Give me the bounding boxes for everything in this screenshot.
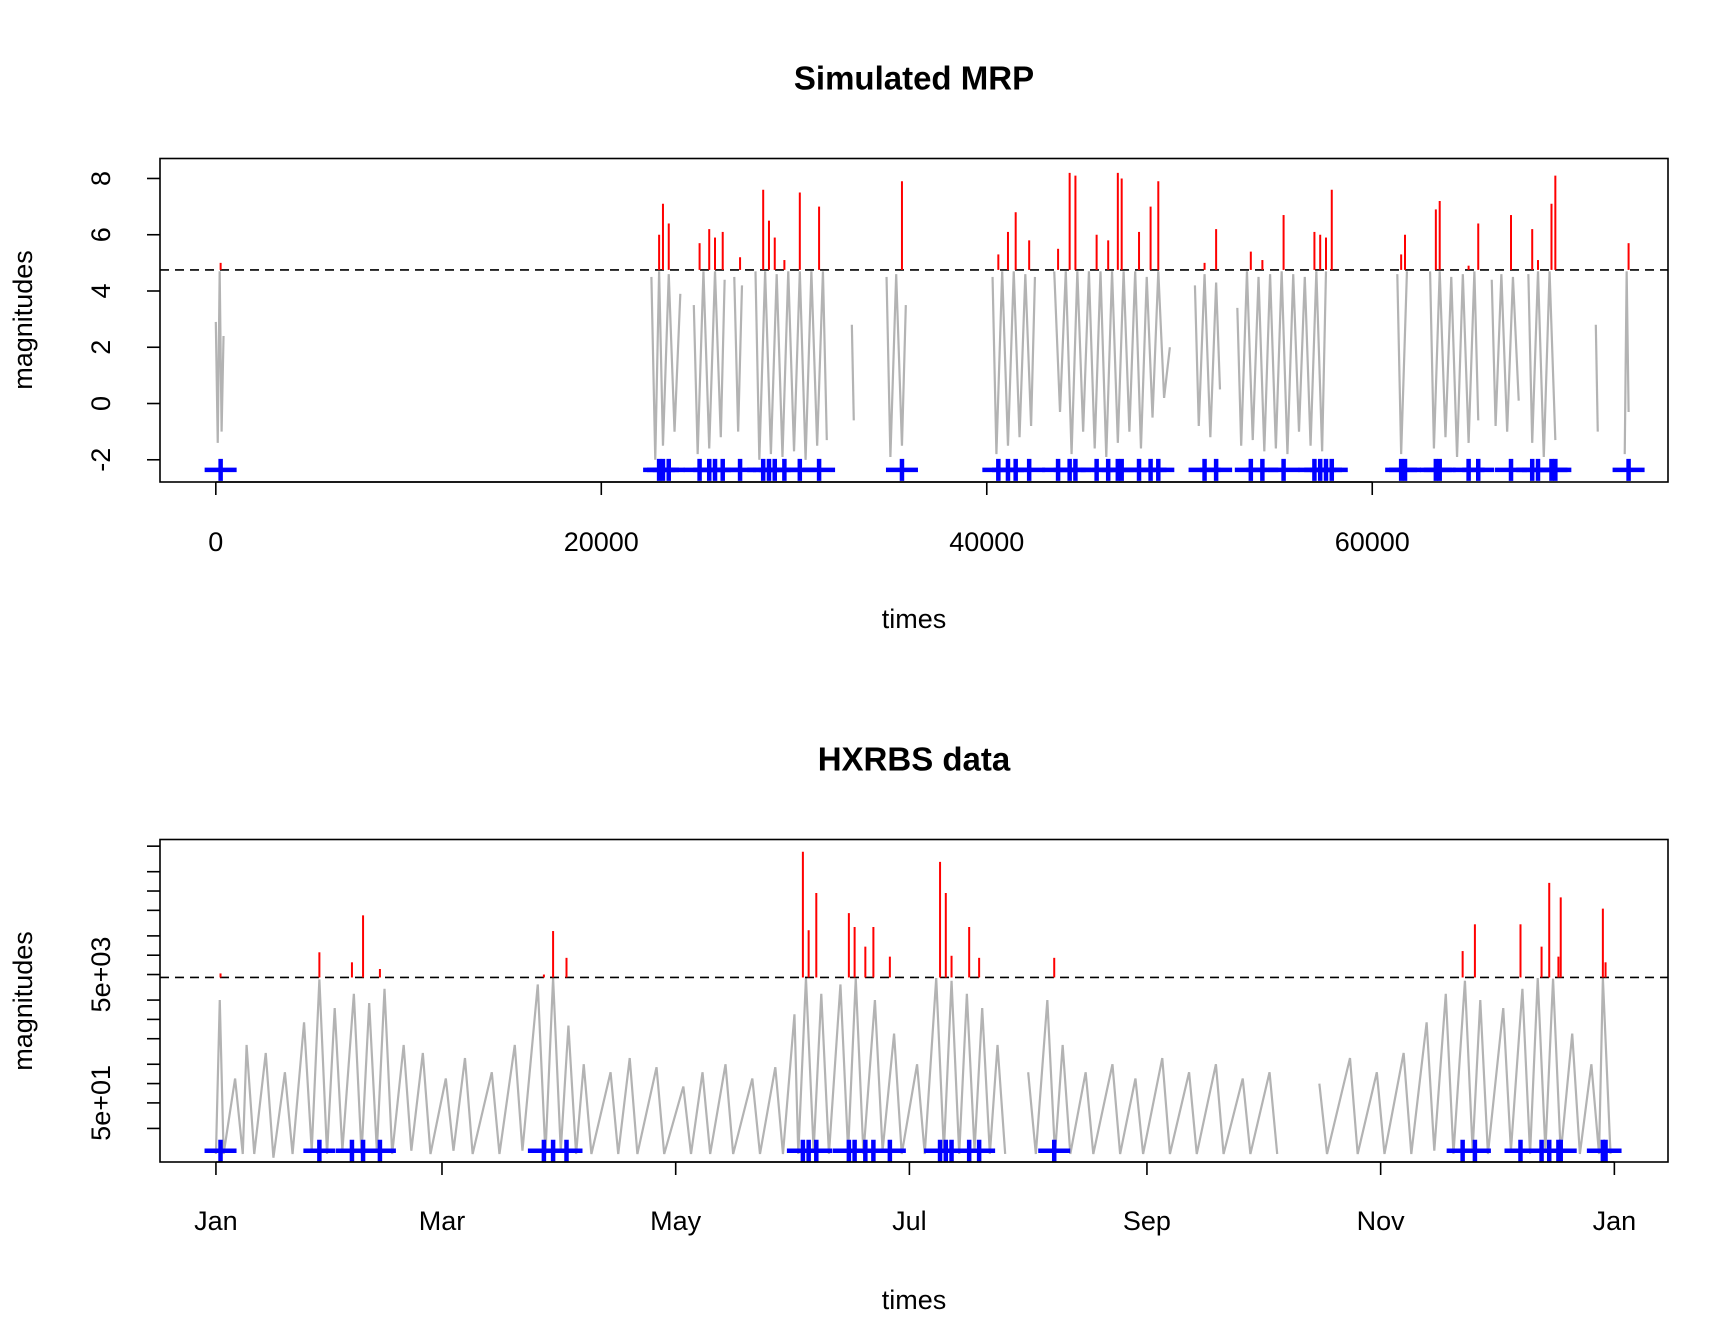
x-axis-label: times (882, 1285, 947, 1315)
x-tick-label: 0 (208, 527, 223, 557)
data-line (1236, 271, 1328, 455)
data-line (1428, 271, 1480, 457)
exceedance-marker (363, 1139, 396, 1162)
exceedance-marker (1589, 1139, 1622, 1162)
y-axis-label: magnitudes (8, 931, 38, 1071)
exceedance-marker (1200, 458, 1233, 481)
exceedance-marker (803, 458, 836, 481)
exceedance-marker (1539, 458, 1572, 481)
exceedance-marker (1544, 1139, 1577, 1162)
data-line (1396, 271, 1409, 455)
data-line (1623, 271, 1630, 455)
exceedance-marker (885, 458, 918, 481)
chart-title: Simulated MRP (794, 60, 1034, 97)
exceedance-marker (1389, 458, 1422, 481)
exceedance-marker (1423, 458, 1456, 481)
data-line (1053, 271, 1171, 457)
x-tick-label: Jan (1593, 1206, 1637, 1236)
plot-frame (159, 838, 1669, 1163)
y-tick-label: 4 (86, 283, 116, 298)
exceedance-marker (1612, 458, 1645, 481)
data-line (1527, 271, 1557, 457)
x-tick-label: 40000 (949, 527, 1024, 557)
data-line (1490, 274, 1520, 432)
x-tick-label: May (650, 1206, 702, 1236)
data-line (1027, 999, 1279, 1155)
exceedance-marker (873, 1139, 906, 1162)
exceedance-marker (1142, 458, 1175, 481)
y-tick-label: 6 (86, 227, 116, 242)
x-tick-label: Jan (194, 1206, 238, 1236)
exceedance-marker (1462, 458, 1495, 481)
data-line (1594, 324, 1599, 432)
plot-panel: HXRBS data times magnitudes Jan Mar May Jul Sep… (8, 741, 1669, 1315)
data-line (885, 274, 907, 457)
exceedance-marker (204, 458, 237, 481)
y-tick-label: -2 (86, 448, 116, 472)
plot-panel: Simulated MRP times magnitudes 0 20000 40000 6… (8, 60, 1669, 634)
data-line (214, 978, 1007, 1158)
exceedance-marker (800, 1139, 833, 1162)
exceedance-marker (1315, 458, 1348, 481)
x-tick-label: 60000 (1335, 527, 1410, 557)
y-tick-label: 8 (86, 171, 116, 186)
data-line (733, 276, 744, 432)
exceedance-marker (652, 458, 685, 481)
data-line (991, 271, 1037, 455)
data-line (1193, 274, 1222, 438)
data-line (1318, 978, 1612, 1155)
exceedance-marker (1458, 1139, 1491, 1162)
data-line (214, 271, 225, 443)
y-tick-label: 5e+01 (86, 1065, 116, 1141)
y-tick-label: 5e+03 (86, 937, 116, 1013)
data-line (850, 324, 855, 421)
chart-title: HXRBS data (818, 741, 1011, 778)
y-axis-label: magnitudes (8, 250, 38, 390)
x-axis-label: times (882, 604, 947, 634)
exceedance-marker (1267, 458, 1300, 481)
x-tick-label: Nov (1357, 1206, 1406, 1236)
plot-area (160, 851, 1668, 1162)
exceedance-marker (550, 1139, 583, 1162)
exceedance-marker (1038, 1139, 1071, 1162)
data-line (754, 271, 828, 460)
exceedance-marker (963, 1139, 996, 1162)
data-line (650, 271, 682, 460)
x-tick-label: 20000 (564, 527, 639, 557)
x-tick-label: Mar (419, 1206, 466, 1236)
data-line (692, 271, 726, 455)
exceedance-marker (1013, 458, 1046, 481)
exceedance-marker (303, 1139, 336, 1162)
y-tick-label: 0 (86, 396, 116, 411)
x-tick-label: Jul (892, 1206, 927, 1236)
exceedance-marker (204, 1139, 237, 1162)
plot-area (160, 172, 1668, 481)
y-tick-label: 2 (86, 340, 116, 355)
x-tick-label: Sep (1123, 1206, 1171, 1236)
